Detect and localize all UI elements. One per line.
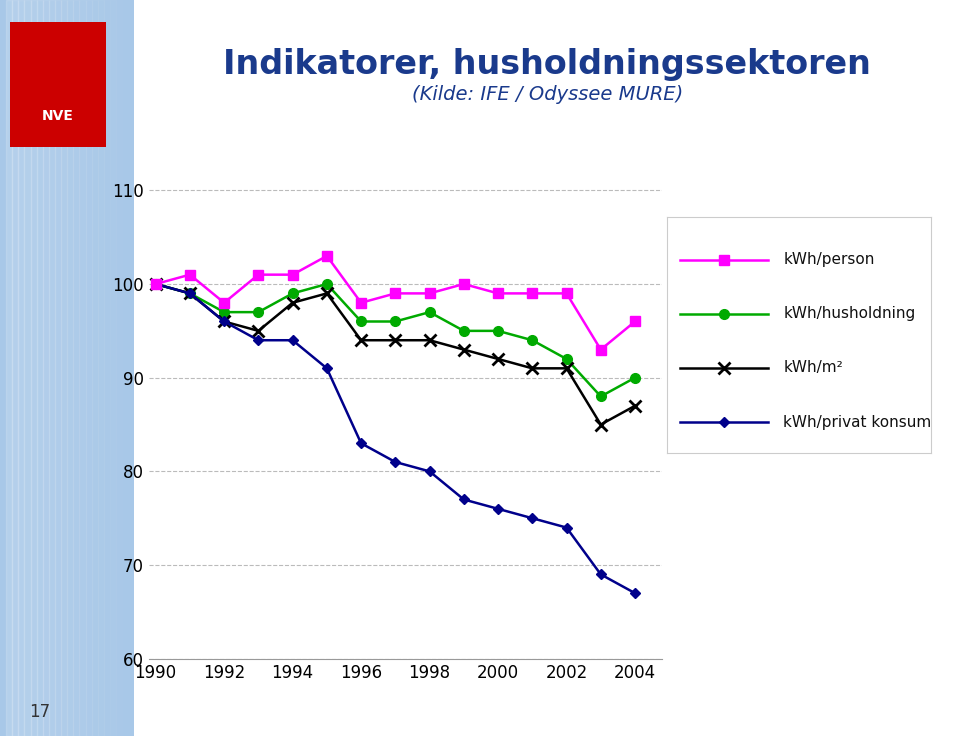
Text: kWh/m²: kWh/m² bbox=[783, 361, 843, 375]
kWh/privat konsum bbox=[287, 336, 299, 344]
kWh/husholdning bbox=[629, 373, 640, 382]
Bar bbox=[104, 0, 110, 736]
kWh/m² bbox=[184, 289, 196, 298]
kWh/m² bbox=[321, 289, 332, 298]
Text: Indikatorer, husholdningssektoren: Indikatorer, husholdningssektoren bbox=[224, 48, 871, 81]
kWh/privat konsum bbox=[492, 504, 504, 513]
kWh/privat konsum bbox=[390, 458, 401, 467]
kWh/husholdning bbox=[423, 308, 435, 316]
Bar bbox=[36, 0, 43, 736]
Bar bbox=[85, 0, 91, 736]
kWh/person bbox=[150, 280, 161, 289]
Bar bbox=[55, 0, 61, 736]
kWh/person bbox=[390, 289, 401, 298]
kWh/husholdning bbox=[252, 308, 264, 316]
kWh/husholdning bbox=[526, 336, 538, 344]
kWh/person bbox=[423, 289, 435, 298]
Bar bbox=[12, 0, 18, 736]
kWh/privat konsum bbox=[355, 439, 367, 447]
kWh/husholdning bbox=[355, 317, 367, 326]
kWh/person bbox=[252, 270, 264, 279]
kWh/husholdning bbox=[218, 308, 229, 316]
Bar bbox=[80, 0, 85, 736]
kWh/m² bbox=[390, 336, 401, 344]
kWh/privat konsum bbox=[561, 523, 572, 532]
kWh/person bbox=[492, 289, 504, 298]
kWh/privat konsum bbox=[252, 336, 264, 344]
kWh/privat konsum bbox=[423, 467, 435, 475]
Text: kWh/husholdning: kWh/husholdning bbox=[783, 306, 916, 321]
Bar bbox=[122, 0, 129, 736]
kWh/privat konsum bbox=[184, 289, 196, 298]
kWh/m² bbox=[595, 420, 607, 429]
kWh/person bbox=[321, 252, 332, 261]
kWh/m² bbox=[150, 280, 161, 289]
kWh/husholdning bbox=[561, 355, 572, 364]
kWh/person bbox=[629, 317, 640, 326]
Bar bbox=[18, 0, 24, 736]
kWh/person bbox=[526, 289, 538, 298]
kWh/person bbox=[287, 270, 299, 279]
kWh/privat konsum bbox=[526, 514, 538, 523]
kWh/m² bbox=[561, 364, 572, 372]
kWh/m² bbox=[458, 345, 469, 354]
Bar bbox=[73, 0, 80, 736]
Bar bbox=[91, 0, 98, 736]
Bar bbox=[31, 0, 36, 736]
kWh/m² bbox=[492, 355, 504, 364]
Text: kWh/privat konsum: kWh/privat konsum bbox=[783, 414, 931, 430]
kWh/husholdning bbox=[595, 392, 607, 401]
Text: NVE: NVE bbox=[41, 109, 74, 123]
kWh/husholdning bbox=[321, 280, 332, 289]
Bar bbox=[67, 0, 73, 736]
kWh/person bbox=[218, 298, 229, 307]
Bar bbox=[6, 0, 12, 736]
kWh/husholdning bbox=[492, 327, 504, 336]
Bar bbox=[110, 0, 116, 736]
kWh/husholdning bbox=[287, 289, 299, 298]
kWh/husholdning bbox=[390, 317, 401, 326]
kWh/husholdning bbox=[150, 280, 161, 289]
kWh/m² bbox=[629, 401, 640, 410]
kWh/person bbox=[458, 280, 469, 289]
kWh/privat konsum bbox=[150, 280, 161, 289]
kWh/m² bbox=[252, 327, 264, 336]
kWh/person bbox=[561, 289, 572, 298]
Text: 17: 17 bbox=[29, 704, 50, 721]
Line: kWh/m²: kWh/m² bbox=[150, 277, 641, 431]
kWh/m² bbox=[423, 336, 435, 344]
kWh/m² bbox=[218, 317, 229, 326]
Line: kWh/husholdning: kWh/husholdning bbox=[151, 279, 640, 401]
Text: kWh/person: kWh/person bbox=[783, 252, 875, 267]
kWh/husholdning bbox=[184, 289, 196, 298]
Bar bbox=[116, 0, 122, 736]
kWh/m² bbox=[355, 336, 367, 344]
Bar bbox=[61, 0, 67, 736]
Text: (Kilde: IFE / Odyssee MURE): (Kilde: IFE / Odyssee MURE) bbox=[412, 85, 683, 104]
kWh/privat konsum bbox=[218, 317, 229, 326]
kWh/person bbox=[355, 298, 367, 307]
Bar bbox=[49, 0, 55, 736]
Bar bbox=[43, 0, 49, 736]
kWh/privat konsum bbox=[321, 364, 332, 372]
kWh/m² bbox=[526, 364, 538, 372]
Bar bbox=[98, 0, 104, 736]
kWh/husholdning bbox=[458, 327, 469, 336]
kWh/privat konsum bbox=[629, 589, 640, 598]
kWh/m² bbox=[287, 298, 299, 307]
kWh/person bbox=[184, 270, 196, 279]
Line: kWh/privat konsum: kWh/privat konsum bbox=[153, 280, 638, 597]
kWh/privat konsum bbox=[458, 495, 469, 504]
Bar bbox=[24, 0, 31, 736]
Line: kWh/person: kWh/person bbox=[151, 251, 640, 355]
kWh/privat konsum bbox=[595, 570, 607, 578]
kWh/person bbox=[595, 345, 607, 354]
